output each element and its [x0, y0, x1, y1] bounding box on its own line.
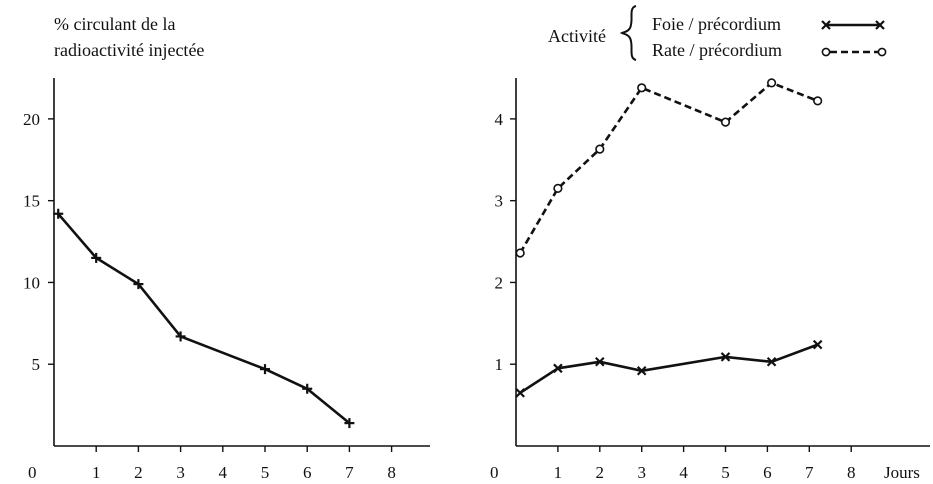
- y-tick-label: 4: [495, 110, 504, 129]
- x-tick-label: 6: [763, 463, 772, 482]
- data-point-plus: [260, 364, 270, 375]
- data-point-plus: [133, 279, 144, 290]
- x-tick-label: 3: [176, 463, 185, 482]
- x-tick-label: 1: [92, 463, 101, 482]
- data-point-circle: [637, 83, 647, 93]
- y-tick-label: 2: [495, 273, 504, 292]
- data-point-cross: [595, 356, 605, 367]
- x-tick-label: 5: [721, 463, 730, 482]
- x-tick-label: 6: [303, 463, 312, 482]
- data-point-circle: [553, 183, 563, 193]
- data-point-cross: [636, 365, 647, 376]
- x-tick-label: 7: [805, 463, 814, 482]
- y-tick-label: 20: [23, 110, 40, 129]
- y-tick-label: 3: [495, 192, 504, 211]
- data-point-plus: [302, 383, 313, 394]
- x-tick-label: 1: [554, 463, 563, 482]
- data-point-plus: [91, 252, 102, 263]
- x-tick-label: 8: [387, 463, 396, 482]
- x-tick-label: 3: [637, 463, 646, 482]
- x-tick-label: 2: [596, 463, 605, 482]
- x-tick-label: 2: [134, 463, 143, 482]
- legend-brace: [619, 5, 637, 61]
- left-chart-title-line-1: % circulant de la: [54, 14, 175, 34]
- x-tick-label: 7: [345, 463, 354, 482]
- data-point-cross: [812, 339, 823, 350]
- data-point-circle: [720, 117, 731, 127]
- legend-label-foie: Foie / précordium: [652, 14, 781, 34]
- x-tick-label: 5: [261, 463, 270, 482]
- left-chart-marks: [53, 208, 355, 429]
- y-tick-label: 10: [23, 273, 40, 292]
- data-point-circle: [515, 248, 525, 258]
- origin-label: 0: [28, 463, 37, 482]
- data-point-cross: [720, 352, 731, 362]
- right-chart-axes: 0 1 2 3 4 5 6 7 8 1 2 3 4: [490, 78, 930, 482]
- y-tick-label: 15: [23, 192, 40, 211]
- left-chart-axes: 0 1 2 3 4 5 6 7 8 5 10 15 20: [23, 78, 430, 482]
- x-tick-label: 8: [847, 463, 856, 482]
- legend-swatch-rate: [821, 47, 887, 57]
- y-tick-label: 1: [495, 355, 504, 374]
- x-tick-label: 4: [679, 463, 688, 482]
- y-tick-label: 5: [32, 355, 41, 374]
- data-point-circle: [813, 96, 823, 106]
- data-point-cross: [515, 388, 525, 398]
- left-chart-title-line-2: radioactivité injectée: [54, 40, 204, 60]
- origin-label: 0: [490, 463, 499, 482]
- series-line-x: [519, 343, 819, 394]
- data-point-plus: [53, 208, 64, 219]
- legend-label-rate: Rate / précordium: [652, 40, 782, 60]
- data-point-circle: [595, 144, 605, 154]
- data-point-plus: [344, 418, 355, 429]
- data-point-plus: [175, 331, 186, 342]
- data-point-circle: [766, 78, 777, 88]
- legend-title: Activité: [548, 26, 606, 46]
- legend-swatch-foie: [821, 20, 885, 30]
- series-line-circle: [519, 81, 819, 254]
- data-point-cross: [553, 363, 563, 374]
- x-axis-title: Jours: [884, 463, 920, 482]
- x-tick-label: 4: [219, 463, 228, 482]
- data-point-cross: [766, 356, 777, 367]
- right-chart-marks: [515, 78, 823, 398]
- series-line-plus: [57, 212, 351, 425]
